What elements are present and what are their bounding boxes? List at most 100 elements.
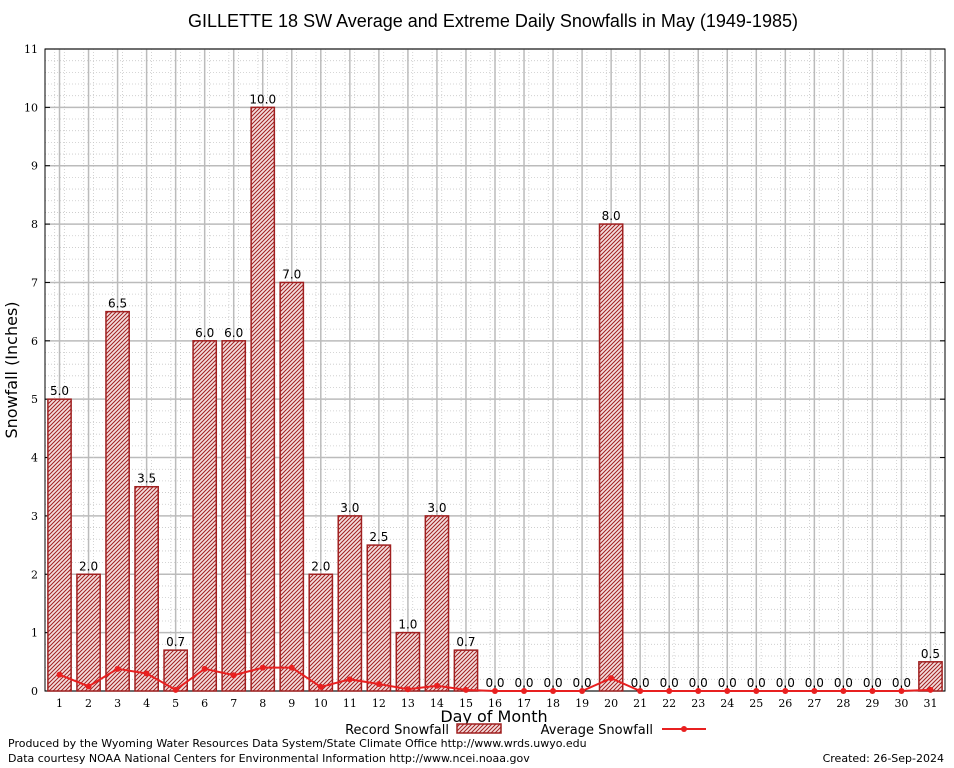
x-tick-label: 18 xyxy=(546,697,560,710)
x-tick-label: 4 xyxy=(143,697,150,710)
record-snowfall-bar xyxy=(279,281,305,692)
x-tick-label: 14 xyxy=(430,697,444,710)
x-tick-label: 16 xyxy=(488,697,502,710)
legend-record-label: Record Snowfall xyxy=(345,723,449,738)
x-tick-label: 21 xyxy=(633,697,647,710)
bar-value-label: 10.0 xyxy=(249,92,276,106)
footer-produced-by: Produced by the Wyoming Water Resources … xyxy=(8,737,587,750)
average-snowfall-line xyxy=(56,664,934,694)
record-snowfall-bar xyxy=(337,515,363,692)
average-snowfall-point xyxy=(695,688,702,694)
average-snowfall-point xyxy=(782,688,789,694)
x-tick-label: 23 xyxy=(691,697,705,710)
record-snowfall-bar xyxy=(76,573,101,692)
x-tick-label: 25 xyxy=(749,697,763,710)
average-snowfall-point xyxy=(724,688,731,694)
x-tick-label: 15 xyxy=(459,697,473,710)
average-snowfall-point xyxy=(811,688,818,694)
bar-value-label: 6.0 xyxy=(195,326,214,340)
average-snowfall-point xyxy=(375,680,382,687)
record-snowfall-bar xyxy=(453,649,479,692)
record-snowfall-bar xyxy=(192,340,218,692)
average-snowfall-point xyxy=(492,688,498,694)
record-snowfall-bar xyxy=(395,631,421,692)
bar-value-label: 3.0 xyxy=(427,501,446,515)
average-snowfall-point xyxy=(753,688,760,694)
y-tick-label: 10 xyxy=(24,101,38,114)
bar-value-label: 3.0 xyxy=(340,501,359,515)
bar-value-label: 0.0 xyxy=(776,676,795,690)
y-tick-label: 1 xyxy=(31,627,38,640)
average-snowfall-point xyxy=(259,664,266,671)
record-snowfall-bars xyxy=(47,106,943,692)
average-snowfall-point xyxy=(521,688,528,694)
average-snowfall-point xyxy=(898,688,905,694)
bar-value-label: 0.0 xyxy=(689,676,708,690)
y-tick-label: 2 xyxy=(31,568,38,581)
y-tick-label: 7 xyxy=(31,276,38,289)
footer-data-courtesy: Data courtesy NOAA National Centers for … xyxy=(8,752,530,765)
bar-value-label: 0.7 xyxy=(456,635,475,649)
average-snowfall-point xyxy=(317,683,324,690)
average-snowfall-point xyxy=(201,665,208,672)
bar-value-label: 0.0 xyxy=(747,676,766,690)
average-snowfall-point xyxy=(433,682,440,689)
bar-value-label: 1.0 xyxy=(398,618,417,632)
bar-value-label: 0.0 xyxy=(631,676,650,690)
x-axis-label: Day of Month xyxy=(440,707,547,726)
chart-title: GILLETTE 18 SW Average and Extreme Daily… xyxy=(188,11,798,31)
y-axis-label: Snowfall (Inches) xyxy=(2,301,21,438)
record-snowfall-bar xyxy=(105,310,130,692)
bar-value-label: 3.5 xyxy=(137,472,156,486)
grid xyxy=(45,48,945,692)
bar-value-label: 0.0 xyxy=(573,676,592,690)
bar-value-labels: 5.0 2.0 6.5 3.5 0.7 6.0 6.0 10.0 7.0 2.0 3.0 2.5 1.0… xyxy=(50,92,940,690)
x-tick-label: 22 xyxy=(662,697,676,710)
x-tick-label: 20 xyxy=(604,697,618,710)
bar-value-label: 0.0 xyxy=(892,676,911,690)
record-snowfall-bar xyxy=(598,223,624,692)
bar-value-label: 0.0 xyxy=(544,676,563,690)
average-snowfall-point xyxy=(579,688,586,694)
footer-created: Created: 26-Sep-2024 xyxy=(822,752,944,765)
x-tick-label: 13 xyxy=(401,697,415,710)
y-axis-ticks: 0 1 2 3 4 5 6 7 8 9 10 11 xyxy=(24,43,945,698)
average-snowfall-point xyxy=(230,672,237,679)
bar-value-label: 0.0 xyxy=(514,676,533,690)
x-tick-label: 24 xyxy=(720,697,734,710)
x-tick-label: 10 xyxy=(314,697,328,710)
record-snowfall-bar xyxy=(424,515,450,692)
x-tick-label: 7 xyxy=(230,697,237,710)
average-snowfall-point xyxy=(666,688,673,694)
bar-value-label: 0.0 xyxy=(863,676,882,690)
record-snowfall-bar xyxy=(918,661,943,692)
bar-value-label: 6.0 xyxy=(224,326,243,340)
record-snowfall-bar xyxy=(134,485,159,692)
bar-value-label: 0.0 xyxy=(834,676,853,690)
x-tick-label: 31 xyxy=(923,697,937,710)
average-snowfall-point xyxy=(840,688,847,694)
x-tick-label: 3 xyxy=(114,697,121,710)
x-tick-label: 27 xyxy=(807,697,821,710)
y-tick-label: 9 xyxy=(31,160,38,173)
bar-value-label: 7.0 xyxy=(282,267,301,281)
legend: Record Snowfall Average Snowfall xyxy=(345,723,706,738)
average-snowfall-point xyxy=(404,686,411,693)
bar-value-label: 2.0 xyxy=(79,559,98,573)
average-snowfall-point xyxy=(85,683,92,690)
average-snowfall-point xyxy=(869,688,876,694)
x-tick-label: 28 xyxy=(836,697,850,710)
y-tick-label: 8 xyxy=(31,218,38,231)
record-snowfall-bar xyxy=(250,106,276,692)
x-tick-label: 5 xyxy=(172,697,179,710)
average-snowfall-point xyxy=(172,686,179,693)
x-tick-label: 30 xyxy=(894,697,908,710)
average-snowfall-point xyxy=(608,675,615,682)
average-snowfall-point xyxy=(637,688,644,694)
bar-value-label: 0.0 xyxy=(660,676,679,690)
bar-value-label: 2.5 xyxy=(369,530,388,544)
x-tick-label: 12 xyxy=(372,697,386,710)
x-tick-label: 29 xyxy=(865,697,879,710)
bar-value-label: 0.5 xyxy=(921,647,940,661)
